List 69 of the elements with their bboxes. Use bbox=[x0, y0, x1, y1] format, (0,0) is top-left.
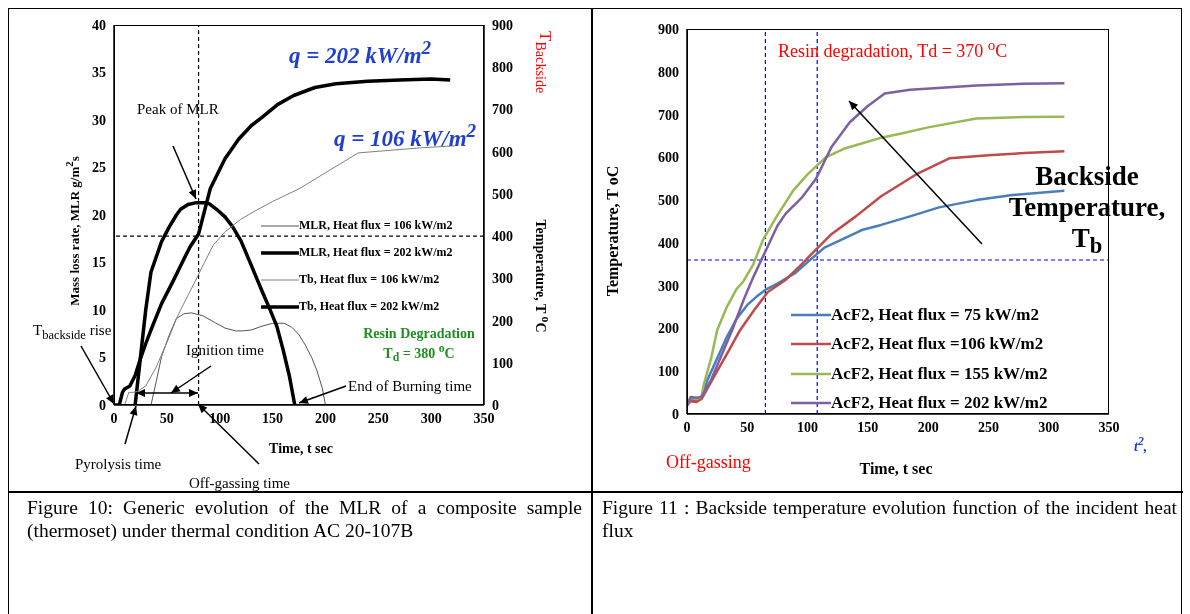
y-tick-label: 500 bbox=[658, 193, 679, 209]
x-tick-label: 100 bbox=[797, 419, 819, 435]
x-tick-label: 150 bbox=[262, 410, 284, 426]
y2-tick-label: 800 bbox=[492, 60, 513, 76]
y2-tick-label: 100 bbox=[492, 355, 513, 371]
x-tick-label: 350 bbox=[473, 410, 495, 426]
x-tick-label: 250 bbox=[367, 410, 389, 426]
annotation: Resin degradation, Td = 370 $^{o}$C bbox=[778, 37, 1008, 62]
x-axis-title: Time, t sec bbox=[269, 441, 333, 457]
y-tick-label: 5 bbox=[99, 350, 106, 366]
y2-tick-label: 400 bbox=[492, 229, 513, 245]
y2-tick-label: 600 bbox=[492, 144, 513, 160]
text: t$^{2}$, bbox=[1134, 435, 1148, 455]
y-tick-label: 900 bbox=[658, 21, 679, 37]
text: Pyrolysis time bbox=[75, 456, 162, 473]
x-axis-title: Time, t sec bbox=[859, 460, 933, 478]
y2-tick-label: 700 bbox=[492, 102, 513, 118]
legend-label: AcF2, Heat flux = 155 kW/m2 bbox=[831, 363, 1048, 384]
legend-label: Tb, Heat flux = 202 kW/m2 bbox=[299, 299, 440, 314]
text: Off-gassing time bbox=[189, 475, 290, 492]
x-tick-label: 200 bbox=[314, 410, 336, 426]
y-tick-label: 0 bbox=[99, 397, 106, 413]
y-tick-label: 200 bbox=[658, 321, 679, 337]
legend-label: AcF2, Heat flux = 202 kW/m2 bbox=[831, 393, 1048, 414]
y-tick-label: 40 bbox=[92, 17, 106, 33]
caption: Figure 11 : Backside temperature evolution function of the incident heat flux bbox=[602, 496, 1177, 542]
y2-tick-label: 200 bbox=[492, 313, 513, 329]
annotation: End of Burning time bbox=[348, 378, 472, 395]
y2-tick-label: 500 bbox=[492, 186, 513, 202]
x-tick-label: 300 bbox=[1038, 419, 1060, 435]
annotation: q = 106 kW/m$^{2}$ bbox=[334, 120, 477, 152]
x-tick-label: 150 bbox=[857, 419, 879, 435]
legend-label: MLR, Heat flux = 202 kW/m2 bbox=[299, 245, 453, 260]
y2-tick-label: 300 bbox=[492, 271, 513, 287]
x-tick-label: 250 bbox=[977, 419, 999, 435]
y-tick-label: 300 bbox=[658, 278, 679, 294]
y-axis-title: Temperature, T oC bbox=[604, 165, 622, 297]
y-tick-label: 20 bbox=[92, 207, 106, 223]
y-tick-label: 700 bbox=[658, 107, 679, 123]
y-tick-label: 35 bbox=[92, 65, 106, 81]
x-tick-label: 350 bbox=[1098, 419, 1120, 435]
y-tick-label: 400 bbox=[658, 235, 679, 251]
line-series bbox=[150, 312, 326, 405]
annotation: q = 202 kW/m$^{2}$ bbox=[289, 37, 432, 69]
y-tick-label: 25 bbox=[92, 160, 106, 176]
x-tick-label: 0 bbox=[110, 410, 118, 426]
y-tick-label: 30 bbox=[92, 112, 106, 128]
y-tick-label: 100 bbox=[658, 364, 679, 380]
x-tick-label: 50 bbox=[159, 410, 174, 426]
x-tick-label: 0 bbox=[683, 419, 691, 435]
legend-label: AcF2, Heat flux =106 kW/m2 bbox=[831, 334, 1044, 355]
text: T$_{backside}$ rise bbox=[33, 322, 112, 343]
y2-tick-label: 0 bbox=[492, 397, 499, 413]
x-tick-label: 300 bbox=[420, 410, 442, 426]
y2-tick-label: 900 bbox=[492, 17, 513, 33]
legend-label: Tb, Heat flux = 106 kW/m2 bbox=[299, 272, 440, 287]
annotation: Ignition time bbox=[186, 342, 264, 359]
caption: Figure 10: Generic evolution of the MLR of a composite sample (thermoset) under thermal condition AC 20-107B bbox=[27, 496, 582, 542]
legend-label: MLR, Heat flux = 106 kW/m2 bbox=[299, 218, 453, 233]
annotation: Peak of MLR bbox=[137, 101, 219, 118]
y-tick-label: 10 bbox=[92, 302, 106, 318]
x-tick-label: 50 bbox=[740, 419, 755, 435]
y-tick-label: 15 bbox=[92, 255, 106, 271]
annotation: Resin Degradation T$_{d}$ = 380 $^{o}$C bbox=[363, 326, 475, 365]
x-tick-label: 200 bbox=[917, 419, 939, 435]
text: Off-gassing bbox=[666, 452, 751, 473]
y-tick-label: 800 bbox=[658, 64, 679, 80]
legend-label: AcF2, Heat flux = 75 kW/m2 bbox=[831, 304, 1040, 325]
y-tick-label: 600 bbox=[658, 150, 679, 166]
